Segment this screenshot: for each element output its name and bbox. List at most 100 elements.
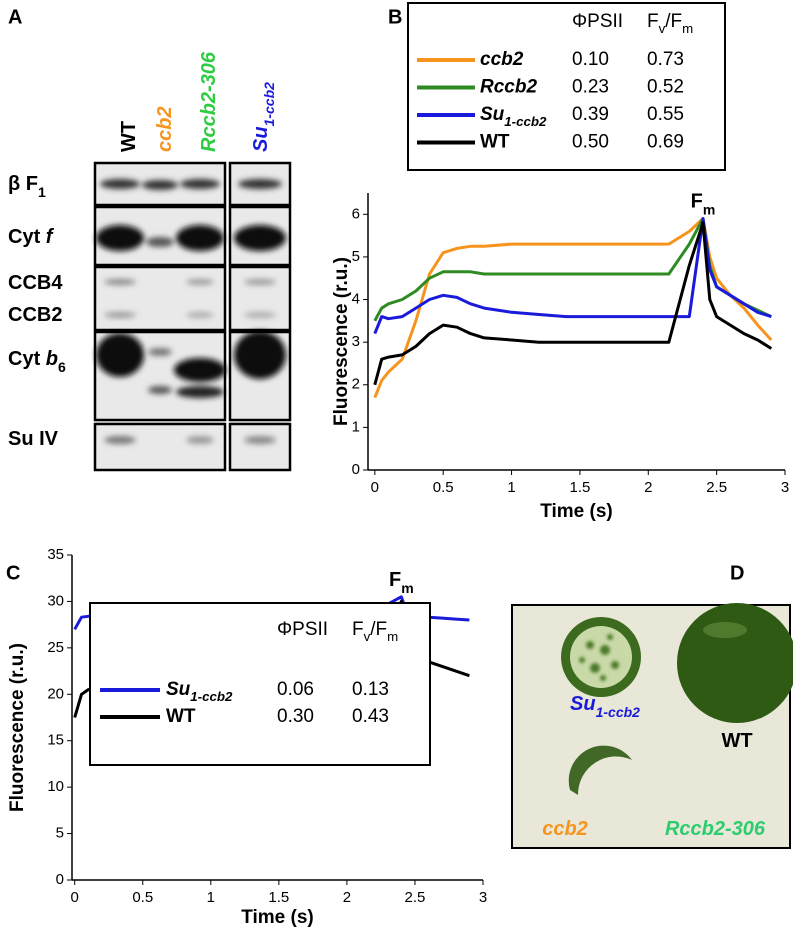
y-axis-title: Fluorescence (r.u.) — [331, 257, 352, 426]
legend-header-part: m — [682, 21, 693, 36]
lane-label-part: ccb2 — [154, 106, 176, 152]
row-label-part: Su IV — [8, 428, 59, 450]
panel-label: A — [8, 6, 22, 28]
legend-value: 0.69 — [647, 132, 684, 153]
y-tick-label: 30 — [47, 592, 64, 609]
x-tick-label: 0 — [371, 479, 379, 496]
lane-label: WT — [118, 121, 140, 152]
panel-label: B — [388, 6, 402, 28]
colony-highlight — [703, 622, 747, 638]
y-tick-label: 3 — [352, 333, 360, 350]
y-tick-label: 15 — [47, 732, 64, 749]
bands — [96, 179, 286, 444]
legend-value: 0.50 — [572, 132, 609, 153]
x-tick-label: 0 — [71, 889, 79, 906]
row-label: Cyt b6 — [8, 348, 66, 374]
legend-value: 0.13 — [352, 679, 389, 700]
legend-label-part: Rccb2 — [480, 77, 537, 98]
y-tick-label: 35 — [47, 546, 64, 563]
legend-label-part: WT — [166, 706, 196, 727]
lane-label-part: Rccb2-306 — [198, 51, 220, 152]
y-tick-label: 2 — [352, 376, 360, 393]
legend-header-part: m — [387, 629, 398, 644]
legend-value: 0.30 — [277, 706, 314, 727]
row-label: Su IV — [8, 428, 59, 450]
legend-label-part: 1-ccb2 — [504, 114, 547, 129]
legend-label: Su1-ccb2 — [480, 104, 547, 129]
lane-label: Su1-ccb2 — [250, 82, 276, 152]
legend-value: 0.10 — [572, 49, 609, 70]
row-label-part: CCB4 — [8, 272, 63, 294]
legend-label: ccb2 — [480, 49, 524, 70]
plate-label: ccb2 — [542, 818, 588, 840]
plates-photo — [511, 603, 793, 849]
plate-label: WT — [721, 730, 752, 752]
row-label-part: CCB2 — [8, 304, 62, 326]
lane-label: ccb2 — [154, 106, 176, 152]
panel-label: C — [6, 562, 20, 584]
row-label-part: 1 — [38, 184, 46, 200]
series-line — [373, 217, 773, 399]
row-label-part: f — [46, 226, 55, 248]
x-tick-label: 1 — [507, 479, 515, 496]
y-tick-label: 5 — [56, 825, 64, 842]
peak-annotation-part: m — [401, 579, 413, 595]
row-label: Cyt f — [8, 226, 55, 248]
plate-label-part: Su — [570, 693, 596, 715]
x-axis-title: Time (s) — [241, 907, 314, 928]
legend-label-part: ccb2 — [480, 49, 524, 70]
plate-label-part: Rccb2-306 — [665, 818, 766, 840]
blot-frames — [93, 161, 292, 472]
x-tick-label: 0.5 — [132, 889, 153, 906]
legend-header-part: F — [352, 619, 364, 640]
legend-value: 0.52 — [647, 77, 684, 98]
legend-header-part: F — [647, 11, 659, 32]
legend-value: 0.43 — [352, 706, 389, 727]
peak-annotation-part: F — [691, 191, 703, 213]
legend-header-part: ΦPSII — [572, 11, 623, 32]
legend-header-part: /F — [665, 11, 682, 32]
colony — [568, 745, 632, 795]
legend-label: Su1-ccb2 — [166, 679, 233, 704]
colony — [570, 626, 632, 688]
panel-label: D — [730, 562, 744, 584]
peak-annotation: Fm — [389, 569, 414, 595]
legend-label-part: 1-ccb2 — [190, 689, 233, 704]
legend-header: Fv/Fm — [647, 11, 693, 36]
x-tick-label: 1.5 — [569, 479, 590, 496]
lane-label: Rccb2-306 — [198, 51, 220, 152]
row-label-part: Cyt — [8, 348, 46, 370]
peak-annotation-part: F — [389, 569, 401, 591]
legend-header-part: /F — [370, 619, 387, 640]
lane-label-part: WT — [118, 121, 140, 152]
legend-value: 0.23 — [572, 77, 609, 98]
row-label: β F1 — [8, 173, 46, 199]
x-tick-label: 2 — [644, 479, 652, 496]
x-axis-title: Time (s) — [540, 501, 613, 522]
y-tick-label: 1 — [352, 418, 360, 435]
peak-annotation: Fm — [691, 191, 716, 217]
y-tick-label: 0 — [352, 461, 360, 478]
plate-label: Su1-ccb2 — [570, 693, 640, 719]
legend-value: 0.73 — [647, 49, 684, 70]
row-label: CCB2 — [8, 304, 62, 326]
legend-header-part: v — [364, 629, 371, 644]
legend-header: ΦPSII — [277, 619, 328, 640]
legend-label: WT — [480, 132, 510, 153]
y-tick-label: 25 — [47, 639, 64, 656]
row-label-part: 6 — [58, 359, 66, 375]
x-tick-label: 3 — [781, 479, 789, 496]
legend-header-part: ΦPSII — [277, 619, 328, 640]
plate-label: Rccb2-306 — [665, 818, 766, 840]
plate-label-part: 1-ccb2 — [596, 704, 641, 720]
x-tick-label: 1.5 — [268, 889, 289, 906]
row-label-part: Cyt — [8, 226, 46, 248]
x-tick-label: 2.5 — [405, 889, 426, 906]
series-line — [373, 217, 772, 335]
y-tick-label: 0 — [56, 871, 64, 888]
y-tick-label: 5 — [352, 248, 360, 265]
row-label-part: b — [46, 348, 58, 370]
legend-label-part: Su — [480, 104, 505, 125]
plate-label-part: WT — [721, 730, 752, 752]
